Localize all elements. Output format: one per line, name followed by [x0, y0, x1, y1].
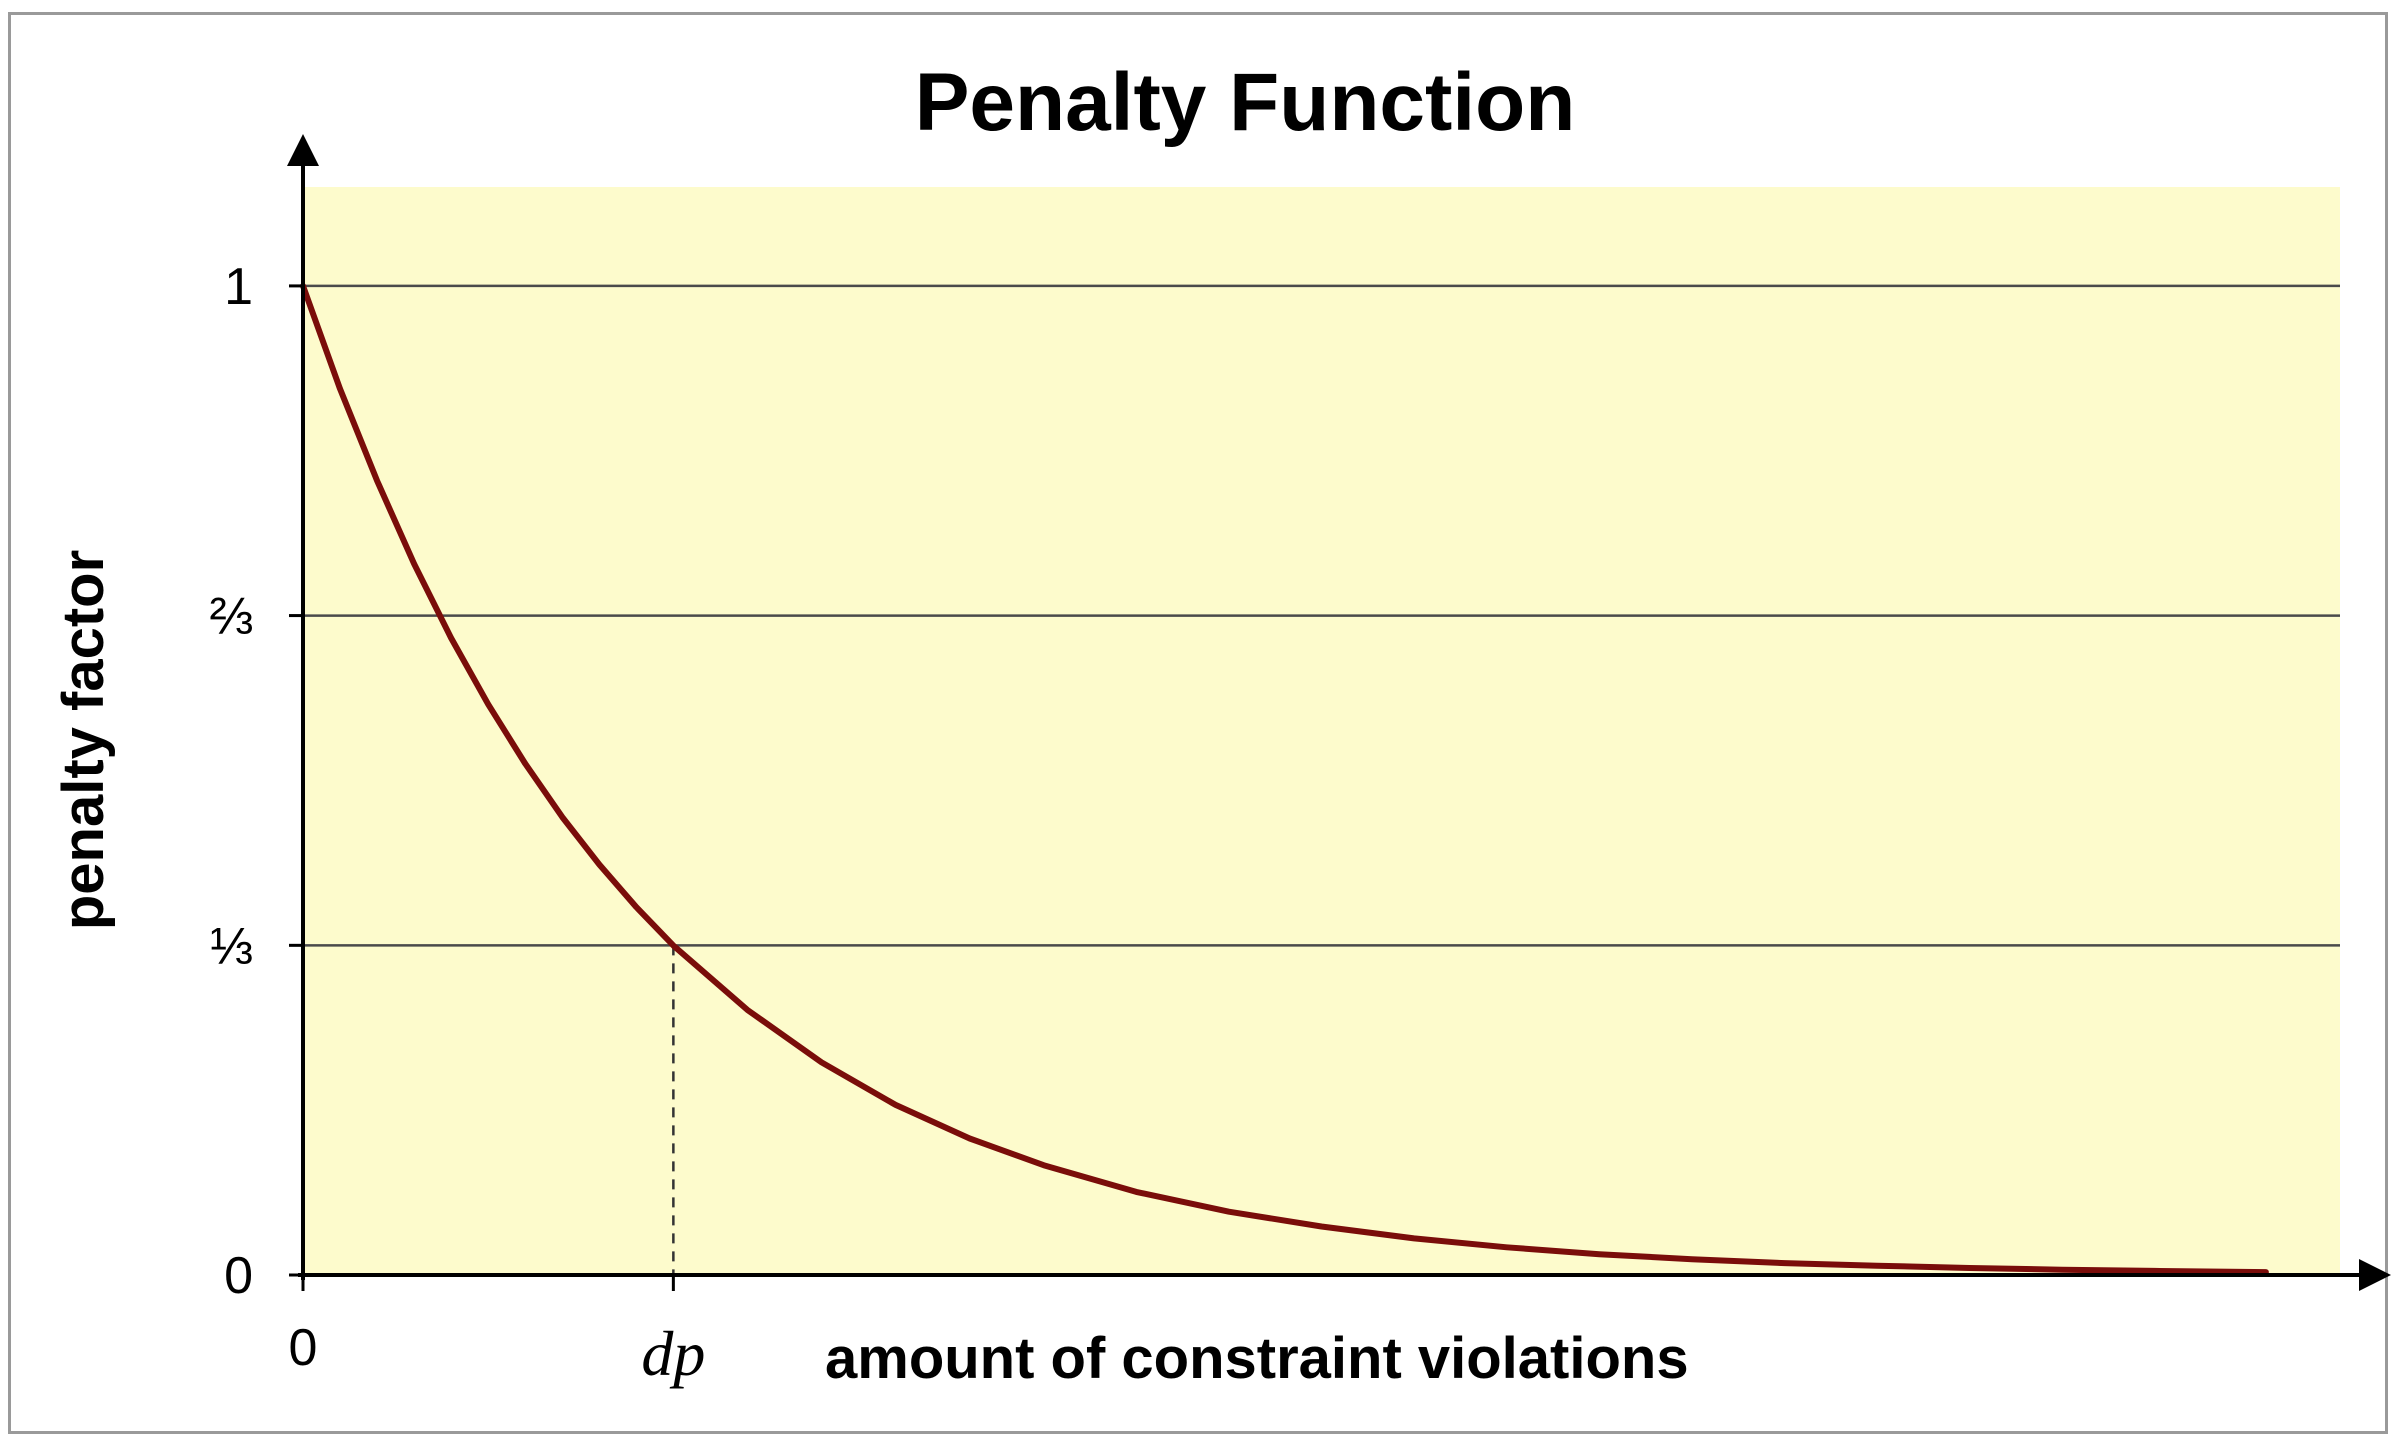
penalty-curve-line — [300, 282, 2269, 1276]
x-tick-label-0: 0 — [289, 1319, 318, 1377]
y-axis-label: penalty factor — [51, 550, 116, 930]
y-tick-label-0: 0 — [224, 1247, 253, 1305]
chart-title: Penalty Function — [915, 57, 1576, 148]
x-axis-label: amount of constraint violations — [825, 1326, 1689, 1391]
y-tick-label-1: ⅓ — [210, 917, 253, 975]
x-tick-label-1: dp — [641, 1318, 705, 1389]
y-tick-label-2: ⅔ — [210, 588, 253, 646]
grid-lines — [303, 284, 2340, 947]
plot-area — [303, 187, 2340, 1275]
series-layer — [300, 282, 2269, 1276]
tick-labels: 0 ⅓ ⅔ 1 0 dp — [210, 258, 706, 1389]
axes — [287, 134, 2391, 1291]
y-tick-label-3: 1 — [224, 258, 253, 316]
